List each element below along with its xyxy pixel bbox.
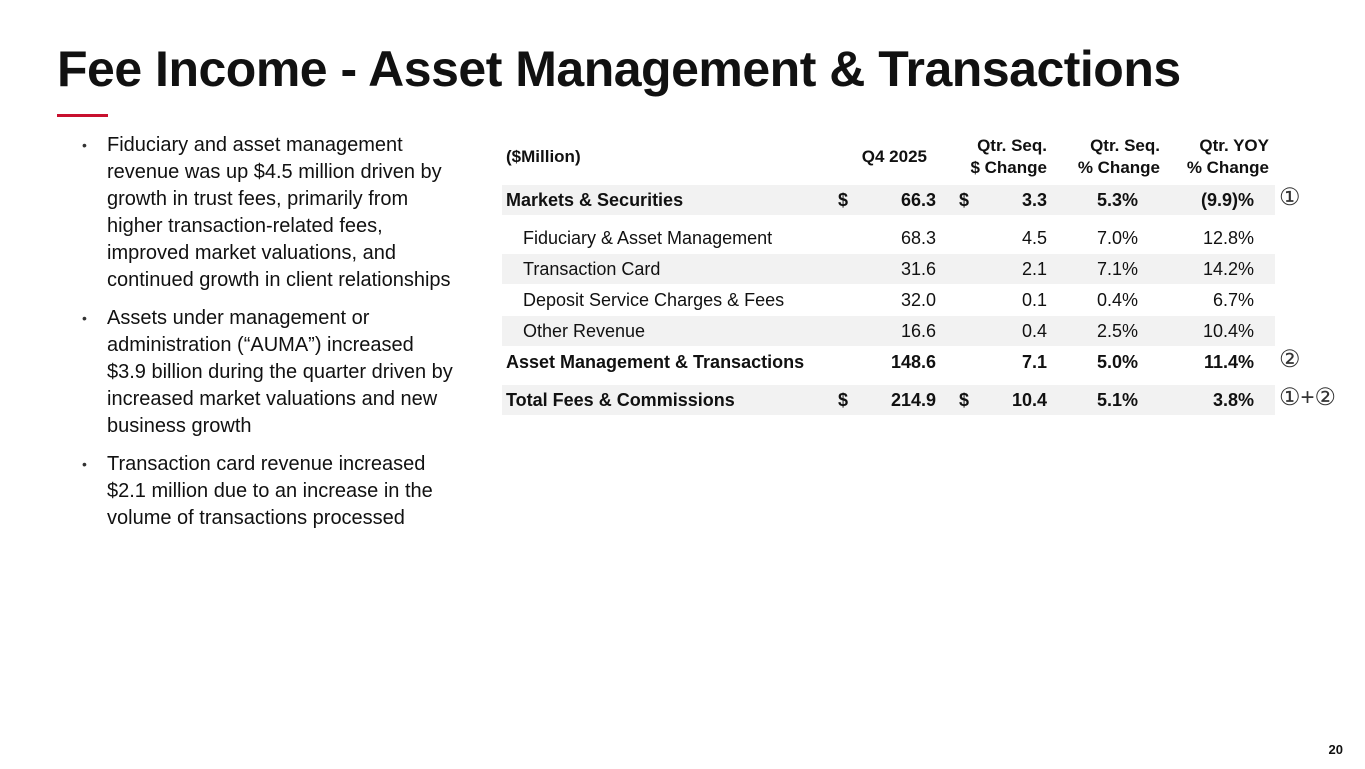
row-label: Asset Management & Transactions <box>506 352 805 372</box>
table-cell: 2.5% <box>1096 321 1138 341</box>
row-label: Fiduciary & Asset Management <box>523 228 773 248</box>
row-shade <box>502 385 1275 415</box>
table-cell: $ <box>838 190 849 210</box>
table-cell: 12.8% <box>1202 228 1254 248</box>
row-label: Total Fees & Commissions <box>506 390 735 410</box>
bullet: Fiduciary and asset management revenue w… <box>82 132 457 294</box>
table-cell: 7.1% <box>1096 259 1138 279</box>
table-cell: 10.4% <box>1202 321 1254 341</box>
column-header: Qtr. Seq. <box>1090 136 1160 155</box>
table-cell: 7.1 <box>1021 352 1047 372</box>
table-cell: $ <box>838 390 849 410</box>
row-shade <box>502 185 1275 215</box>
bullet: Assets under management or administratio… <box>82 305 457 440</box>
row-label: Markets & Securities <box>506 190 684 210</box>
slide-title: Fee Income - Asset Management & Transact… <box>57 41 1181 97</box>
table-cell: 214.9 <box>890 390 936 410</box>
table-cell: 11.4% <box>1203 352 1254 372</box>
table-cell: 31.6 <box>900 259 936 279</box>
table-cell: (9.9)% <box>1200 190 1254 210</box>
table-cell: 14.2% <box>1202 259 1254 279</box>
table-cell: 0.4% <box>1096 290 1138 310</box>
table-cell: 4.5 <box>1021 228 1047 248</box>
page-number: 20 <box>1328 742 1343 757</box>
column-header: ($Million) <box>506 147 581 166</box>
row-annotation: ①+② <box>1279 384 1337 411</box>
table-cell: $ <box>959 190 970 210</box>
row-annotation: ① <box>1279 184 1301 211</box>
table-cell: 0.1 <box>1021 290 1047 310</box>
row-annotation: ② <box>1279 346 1301 373</box>
table-cell: 7.0% <box>1096 228 1138 248</box>
table-cell: 5.3% <box>1096 190 1138 210</box>
column-header: Qtr. YOY <box>1199 136 1269 155</box>
column-header: Q4 2025 <box>861 147 927 166</box>
table-cell: 5.1% <box>1096 390 1138 410</box>
table-cell: 10.4 <box>1011 390 1047 410</box>
table-cell: 3.8% <box>1212 390 1254 410</box>
table-cell: 68.3 <box>900 228 936 248</box>
row-shade <box>502 316 1275 346</box>
table-cell: 2.1 <box>1021 259 1047 279</box>
table-cell: 32.0 <box>900 290 936 310</box>
table-cell: 66.3 <box>900 190 936 210</box>
column-header: $ Change <box>970 158 1047 177</box>
row-shade <box>502 254 1275 284</box>
row-label: Deposit Service Charges & Fees <box>523 290 785 310</box>
table-cell: 6.7% <box>1212 290 1254 310</box>
column-header: % Change <box>1186 158 1269 177</box>
table-cell: $ <box>959 390 970 410</box>
column-header: % Change <box>1077 158 1160 177</box>
bullet-list: Fiduciary and asset management revenue w… <box>82 132 457 543</box>
row-label: Transaction Card <box>523 259 661 279</box>
table-cell: 0.4 <box>1021 321 1047 341</box>
table-cell: 5.0% <box>1096 352 1138 372</box>
table-cell: 16.6 <box>900 321 936 341</box>
table-cell: 3.3 <box>1021 190 1047 210</box>
table-cell: 148.6 <box>890 352 936 372</box>
bullet: Transaction card revenue increased $2.1 … <box>82 451 457 532</box>
row-label: Other Revenue <box>523 321 646 341</box>
column-header: Qtr. Seq. <box>977 136 1047 155</box>
title-rule <box>57 114 108 117</box>
